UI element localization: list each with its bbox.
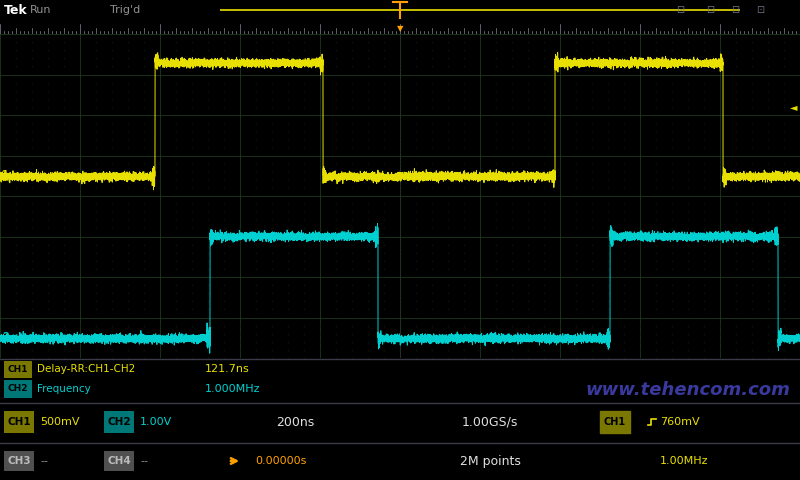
- Text: ⊡: ⊡: [756, 5, 764, 15]
- Text: CH4: CH4: [107, 456, 131, 466]
- Text: 1.00GS/s: 1.00GS/s: [462, 416, 518, 429]
- Text: --: --: [40, 456, 48, 466]
- Text: CH1: CH1: [8, 365, 28, 374]
- Text: 1.000MHz: 1.000MHz: [205, 384, 261, 394]
- Text: 2M points: 2M points: [459, 455, 521, 468]
- Text: www.tehencom.com: www.tehencom.com: [585, 381, 790, 399]
- Text: 1: 1: [2, 170, 9, 180]
- Text: Frequency: Frequency: [37, 384, 90, 394]
- Text: ⊡: ⊡: [731, 5, 739, 15]
- Text: 2: 2: [2, 332, 9, 342]
- Text: ▼: ▼: [397, 24, 403, 33]
- Text: ⊡: ⊡: [676, 5, 684, 15]
- Text: Trig'd: Trig'd: [110, 5, 140, 15]
- Text: CH1: CH1: [7, 417, 31, 427]
- Text: 0.00000s: 0.00000s: [255, 456, 306, 466]
- Bar: [4, 411, 34, 433]
- Text: CH2: CH2: [8, 384, 28, 393]
- Bar: [600, 411, 630, 433]
- Text: Delay-RR:CH1-CH2: Delay-RR:CH1-CH2: [37, 364, 135, 374]
- Text: Tek: Tek: [4, 3, 28, 16]
- Bar: [4, 451, 34, 471]
- Text: 760mV: 760mV: [660, 417, 700, 427]
- Text: 1.00V: 1.00V: [140, 417, 172, 427]
- Text: CH1: CH1: [604, 417, 626, 427]
- Text: --: --: [140, 456, 148, 466]
- Text: CH2: CH2: [107, 417, 131, 427]
- Text: 1.00MHz: 1.00MHz: [660, 456, 709, 466]
- Text: ◄: ◄: [790, 102, 797, 112]
- Text: ⊡: ⊡: [706, 5, 714, 15]
- Bar: [4, 380, 32, 397]
- Text: 500mV: 500mV: [40, 417, 79, 427]
- Text: Run: Run: [30, 5, 51, 15]
- Text: 200ns: 200ns: [276, 416, 314, 429]
- Text: 121.7ns: 121.7ns: [205, 364, 250, 374]
- Text: CH3: CH3: [7, 456, 31, 466]
- Bar: [104, 411, 134, 433]
- Bar: [104, 451, 134, 471]
- Bar: [4, 360, 32, 378]
